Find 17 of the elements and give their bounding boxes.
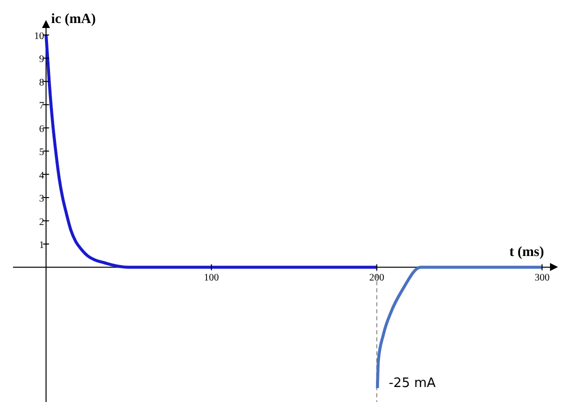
annotation: -25 mA: [388, 376, 436, 391]
y-tick-label: 9: [39, 54, 44, 66]
line-series: [44, 33, 378, 269]
y-tick-label: 3: [39, 194, 44, 205]
y-tick-label: 6: [39, 124, 44, 135]
y-tick-label: 2: [39, 216, 44, 228]
y-tick-label: 1: [39, 240, 44, 252]
y-axis-title: ic (mA): [51, 12, 96, 28]
y-tick-label: 8: [39, 77, 44, 88]
x-tick-label: 300: [534, 272, 550, 284]
x-tick-label: 200: [369, 272, 384, 284]
y-tick-label: 7: [39, 100, 44, 112]
x-axis-title: t (ms): [509, 245, 544, 262]
y-tick-label: 5: [39, 147, 44, 158]
y-tick-label: 10: [34, 30, 44, 42]
x-tick-label: 100: [204, 272, 219, 284]
y-tick-label: 4: [39, 170, 44, 182]
